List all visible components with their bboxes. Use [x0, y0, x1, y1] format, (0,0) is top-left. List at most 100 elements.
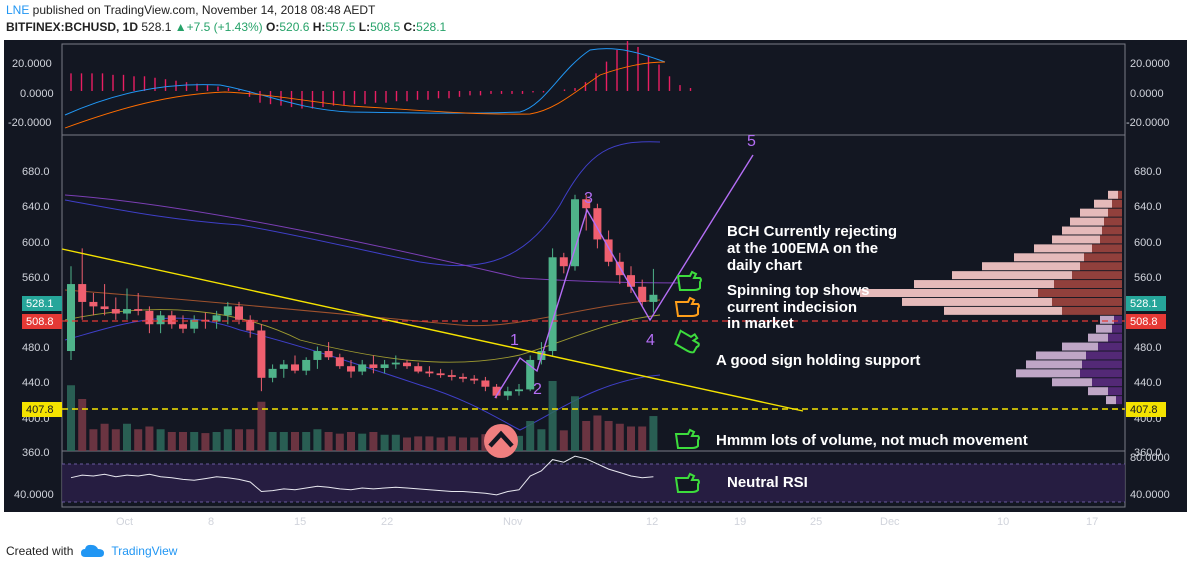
yellow-level-badge-right [1126, 402, 1166, 417]
candle [447, 369, 456, 381]
profile-bar-right [1084, 253, 1122, 262]
profile-bar-right [1104, 217, 1122, 226]
last-price-badge-right-text: 528.1 [1130, 298, 1158, 310]
candle [559, 252, 568, 274]
x-tick-8: 8 [208, 516, 214, 528]
price-tick-left-0: 680.0 [22, 166, 50, 178]
candle-body [67, 284, 75, 352]
x-tick-dec: Dec [880, 516, 900, 528]
volume-bar [638, 426, 647, 451]
publish-line: LNE published on TradingView.com, Novemb… [6, 3, 375, 17]
macd-tick-right-0: 20.0000 [1130, 58, 1170, 70]
red-level-badge-right-text: 508.8 [1130, 316, 1158, 328]
candle [212, 310, 221, 329]
candle [246, 315, 255, 338]
ema-50 [64, 289, 661, 327]
macd-tick-left-0: 20.0000 [12, 58, 52, 70]
candle-body [235, 306, 243, 320]
tradingview-link[interactable]: TradingView [111, 544, 178, 558]
price-tick-right-2: 600.0 [1134, 237, 1162, 249]
created-with-label: Created with [6, 544, 74, 558]
volume-bar [302, 432, 311, 451]
wave-label-4: 4 [646, 332, 655, 349]
candle [268, 364, 277, 383]
candle [89, 293, 98, 316]
profile-bar-right [1112, 324, 1122, 333]
profile-bar-right [1092, 378, 1122, 387]
candle [335, 353, 344, 369]
volume-bar [246, 429, 255, 451]
candle [67, 266, 75, 360]
x-tick-10: 10 [997, 516, 1009, 528]
candle-body [436, 373, 445, 376]
volume-bar [279, 432, 288, 451]
macd-histogram [70, 41, 692, 109]
macd-signal-line [64, 61, 666, 129]
price-tick-right-5: 480.0 [1134, 342, 1162, 354]
note-volume: Hmmm lots of volume, not much movement [716, 432, 1028, 449]
candle-body [582, 199, 591, 209]
profile-bar-right [1118, 190, 1122, 199]
x-tick-oct: Oct [116, 516, 133, 528]
candle [414, 362, 423, 374]
volume-bar [201, 433, 210, 451]
candle-body [403, 362, 411, 367]
rsi-tick-right-0: 80.0000 [1130, 452, 1170, 464]
candle-body [89, 301, 98, 307]
chart-area[interactable]: 20.0000 0.0000 -20.0000 20.0000 0.0000 -… [0, 40, 1188, 532]
note-rejecting-line2: at the 100EMA on the [727, 240, 878, 257]
profile-bar-left [1052, 378, 1092, 387]
candle [436, 368, 445, 378]
candle [425, 366, 434, 377]
author-link[interactable]: LNE [6, 3, 30, 17]
macd-tick-right-2: -20.0000 [1126, 117, 1169, 129]
candle-body [548, 257, 557, 352]
profile-bar-right [1108, 333, 1122, 342]
candle [638, 279, 647, 307]
price-tick-left-6: 440.0 [22, 377, 50, 389]
profile-bar-right [1098, 342, 1122, 351]
candle [279, 359, 288, 378]
candle-body [156, 315, 165, 325]
volume-bar [627, 426, 635, 451]
volume-bar [548, 381, 557, 451]
open-value: 520.6 [279, 20, 310, 34]
candle [548, 248, 557, 356]
profile-bar-left [1108, 190, 1118, 199]
rsi-tick-right-1: 40.0000 [1130, 489, 1170, 501]
candle-body [358, 364, 367, 372]
candle-body [638, 286, 647, 302]
ema-20 [64, 309, 661, 363]
volume-bar [145, 426, 154, 451]
candle [134, 293, 143, 316]
candle [145, 306, 154, 334]
wave-label-2: 2 [533, 381, 542, 398]
volume-bar [571, 396, 579, 451]
note-spinning-line3: in market [727, 315, 794, 332]
volume-bar [347, 432, 355, 451]
note-rejecting-line3: daily chart [727, 257, 802, 274]
candle [627, 266, 635, 293]
candle [257, 324, 266, 392]
x-tick-12: 12 [646, 516, 658, 528]
x-tick-15: 15 [294, 516, 306, 528]
profile-bar-left [1016, 369, 1080, 378]
yellow-level-badge-left-text: 407.8 [26, 404, 54, 416]
candle [100, 284, 109, 316]
candle [302, 357, 311, 376]
close-value: 528.1 [416, 20, 447, 34]
profile-bar-left [1088, 387, 1108, 396]
volume-bar [212, 432, 221, 451]
candle [167, 310, 176, 329]
candle-body [369, 364, 378, 368]
high-value: 557.5 [325, 20, 356, 34]
candle-body [223, 306, 232, 316]
plot-border [61, 43, 1126, 508]
x-tick-17: 17 [1086, 516, 1098, 528]
note-spinning-line2: current indecision [727, 299, 857, 316]
profile-bar-left [1096, 324, 1112, 333]
profile-bar-left [1014, 253, 1084, 262]
candle [78, 248, 87, 320]
bollinger-upper [64, 141, 661, 267]
profile-bar-right [1108, 208, 1122, 217]
